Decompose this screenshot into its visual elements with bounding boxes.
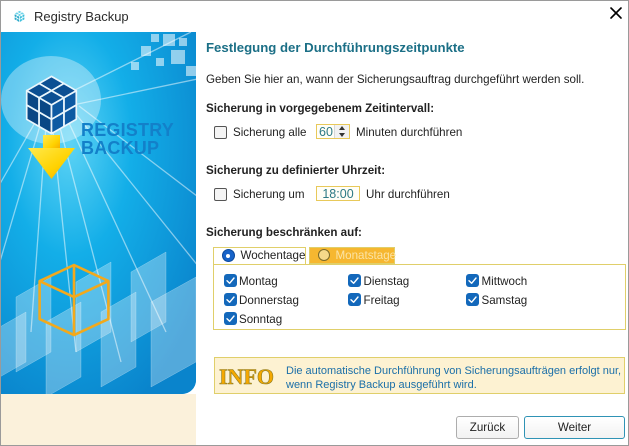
svg-text:REGISTRY: REGISTRY [81,120,174,140]
svg-text:BACKUP: BACKUP [81,138,159,158]
